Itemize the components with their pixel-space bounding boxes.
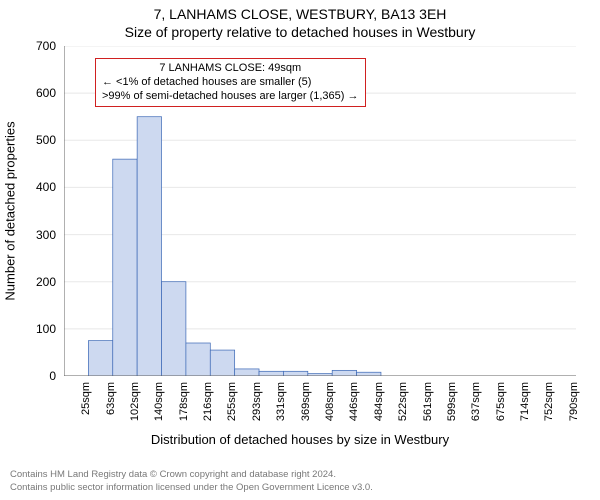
- histogram-bar: [332, 370, 356, 376]
- y-tick-label: 700: [16, 39, 56, 53]
- histogram-bar: [88, 341, 112, 376]
- histogram-bar: [357, 372, 381, 376]
- x-tick-label: 484sqm: [373, 382, 385, 421]
- x-tick-label: 255sqm: [226, 382, 238, 421]
- title-subtitle: Size of property relative to detached ho…: [0, 24, 600, 40]
- x-tick-label: 216sqm: [202, 382, 214, 421]
- y-tick-label: 600: [16, 86, 56, 100]
- histogram-bar: [259, 371, 283, 376]
- x-tick-label: 178sqm: [178, 382, 190, 421]
- x-tick-label: 63sqm: [105, 382, 117, 415]
- y-tick-label: 400: [16, 180, 56, 194]
- annotation-line3: >99% of semi-detached houses are larger …: [102, 90, 359, 104]
- annotation-line1: 7 LANHAMS CLOSE: 49sqm: [102, 62, 359, 76]
- y-tick-label: 200: [16, 275, 56, 289]
- x-tick-label: 561sqm: [422, 382, 434, 421]
- histogram-bar: [162, 282, 186, 376]
- histogram-bar: [137, 117, 161, 376]
- footer-line1: Contains HM Land Registry data © Crown c…: [10, 469, 373, 481]
- annotation-line2: ← <1% of detached houses are smaller (5): [102, 76, 359, 90]
- x-axis-label: Distribution of detached houses by size …: [0, 432, 600, 447]
- x-tick-label: 637sqm: [470, 382, 482, 421]
- x-tick-label: 599sqm: [446, 382, 458, 421]
- title-address: 7, LANHAMS CLOSE, WESTBURY, BA13 3EH: [0, 6, 600, 22]
- annotation-callout: 7 LANHAMS CLOSE: 49sqm ← <1% of detached…: [95, 58, 366, 107]
- y-tick-label: 500: [16, 133, 56, 147]
- y-tick-label: 300: [16, 228, 56, 242]
- histogram-bar: [210, 350, 234, 376]
- x-tick-label: 293sqm: [251, 382, 263, 421]
- x-tick-label: 446sqm: [348, 382, 360, 421]
- histogram-bar: [186, 343, 210, 376]
- x-tick-label: 408sqm: [324, 382, 336, 421]
- x-tick-label: 140sqm: [153, 382, 165, 421]
- x-tick-label: 331sqm: [275, 382, 287, 421]
- x-tick-label: 369sqm: [300, 382, 312, 421]
- x-tick-label: 790sqm: [568, 382, 580, 421]
- footer-line2: Contains public sector information licen…: [10, 482, 373, 494]
- histogram-bar: [113, 159, 137, 376]
- y-tick-label: 100: [16, 322, 56, 336]
- y-tick-label: 0: [16, 369, 56, 383]
- x-tick-label: 752sqm: [543, 382, 555, 421]
- x-tick-label: 522sqm: [397, 382, 409, 421]
- histogram-bar: [235, 369, 259, 376]
- chart-container: 7, LANHAMS CLOSE, WESTBURY, BA13 3EH Siz…: [0, 0, 600, 500]
- x-tick-label: 25sqm: [80, 382, 92, 415]
- x-tick-label: 675sqm: [495, 382, 507, 421]
- x-tick-label: 102sqm: [129, 382, 141, 421]
- x-tick-label: 714sqm: [519, 382, 531, 421]
- histogram-bar: [283, 371, 307, 376]
- footer-attribution: Contains HM Land Registry data © Crown c…: [10, 469, 373, 494]
